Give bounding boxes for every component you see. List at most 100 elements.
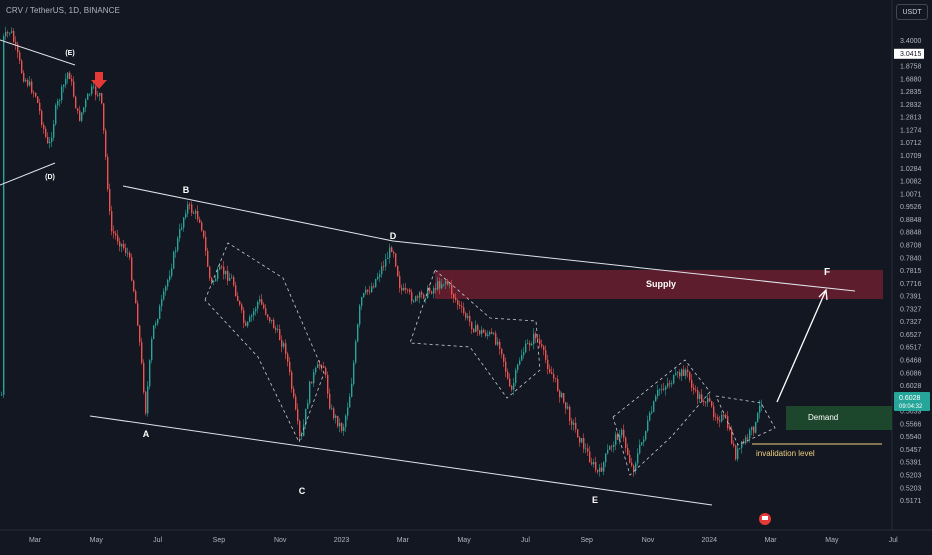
price-axis-tick: 0.7716 bbox=[900, 281, 922, 288]
candle-body bbox=[135, 291, 137, 304]
candle-body bbox=[67, 72, 69, 79]
candle-body bbox=[533, 333, 535, 345]
candle-body bbox=[169, 275, 171, 280]
upper-channel-line[interactable] bbox=[122, 185, 856, 292]
candle-body bbox=[557, 379, 559, 391]
candle-body bbox=[15, 41, 17, 45]
projection-arrow-line[interactable] bbox=[776, 289, 827, 403]
candle-body bbox=[221, 266, 223, 268]
red-down-arrow-icon[interactable] bbox=[91, 72, 107, 89]
supply-zone[interactable] bbox=[435, 270, 883, 299]
candle-body bbox=[733, 443, 735, 446]
candle-body bbox=[529, 343, 531, 346]
candle-body bbox=[683, 369, 685, 376]
candle-body bbox=[563, 393, 565, 403]
lower-channel-line[interactable] bbox=[89, 415, 713, 506]
candle-body bbox=[87, 93, 89, 100]
old-upper-trendline[interactable] bbox=[0, 39, 76, 66]
price-axis-tick: 0.5540 bbox=[900, 434, 922, 441]
candle-body bbox=[239, 301, 241, 305]
symbol-title[interactable]: CRV / TetherUS, 1D, BINANCE bbox=[6, 6, 120, 15]
candle-body bbox=[459, 304, 461, 306]
wave-label-c: C bbox=[299, 486, 306, 496]
candle-body bbox=[747, 437, 749, 439]
candle-body bbox=[217, 269, 219, 280]
candle-body bbox=[741, 441, 743, 448]
time-axis-tick: May bbox=[825, 537, 839, 544]
candle-body bbox=[627, 447, 629, 455]
currency-selector[interactable]: USDT bbox=[896, 4, 928, 20]
candle-body bbox=[535, 333, 537, 339]
candle-body bbox=[17, 44, 19, 53]
price-axis-tick: 0.5639 bbox=[900, 409, 922, 416]
candle-body bbox=[167, 279, 169, 287]
candle-body bbox=[499, 341, 501, 349]
candle-body bbox=[19, 52, 21, 61]
old-lower-trendline[interactable] bbox=[0, 162, 56, 186]
wave-label-a: A bbox=[143, 429, 150, 439]
price-axis-tick: 0.7327 bbox=[900, 306, 922, 313]
candle-body bbox=[665, 386, 667, 390]
candle-body bbox=[143, 362, 145, 392]
candle-body bbox=[407, 289, 409, 291]
candle-body bbox=[479, 330, 481, 334]
price-axis-tick: 0.7327 bbox=[900, 319, 922, 326]
time-axis-tick: Jul bbox=[153, 537, 162, 544]
time-axis-tick: Jul bbox=[889, 537, 898, 544]
candle-body bbox=[145, 391, 147, 414]
candle-body bbox=[187, 204, 189, 214]
candle-body bbox=[373, 286, 375, 288]
candle-body bbox=[639, 444, 641, 454]
price-axis-tick: 0.6086 bbox=[900, 370, 922, 377]
candle-body bbox=[151, 338, 153, 361]
candle-body bbox=[273, 319, 275, 329]
candle-body bbox=[1, 394, 3, 396]
candle-body bbox=[289, 361, 291, 373]
candle-body bbox=[565, 402, 567, 409]
candle-body bbox=[375, 279, 377, 288]
candle-body bbox=[433, 288, 435, 294]
candle-body bbox=[569, 406, 571, 421]
current-price-tag[interactable] bbox=[894, 392, 930, 411]
candle-body bbox=[355, 341, 357, 363]
candle-body bbox=[13, 31, 15, 42]
candle-body bbox=[359, 305, 361, 325]
candle-body bbox=[309, 381, 311, 404]
candle-body bbox=[523, 352, 525, 356]
candle-body bbox=[485, 332, 487, 337]
candle-body bbox=[585, 448, 587, 450]
candle-body bbox=[609, 446, 611, 450]
candle-body bbox=[467, 316, 469, 318]
candle-body bbox=[567, 406, 569, 409]
candle-body bbox=[455, 297, 457, 301]
candle-body bbox=[129, 252, 131, 258]
candle-body bbox=[493, 333, 495, 335]
candle-body bbox=[33, 92, 35, 94]
price-axis-tick: 0.7391 bbox=[900, 294, 922, 301]
candle-body bbox=[45, 128, 47, 137]
candle-body bbox=[403, 287, 405, 291]
candle-body bbox=[531, 344, 533, 346]
demand-zone[interactable] bbox=[786, 406, 892, 430]
candle-body bbox=[489, 332, 491, 335]
candle-body bbox=[445, 280, 447, 284]
wave-label-old-e: (E) bbox=[65, 50, 74, 57]
candle-body bbox=[57, 100, 59, 106]
price-axis-panel[interactable] bbox=[892, 0, 932, 530]
candle-body bbox=[353, 362, 355, 384]
candle-body bbox=[55, 105, 57, 124]
candle-body bbox=[117, 235, 119, 242]
candle-body bbox=[257, 301, 259, 309]
time-axis-tick: Nov bbox=[642, 537, 655, 544]
candle-body bbox=[277, 329, 279, 330]
price-axis-tick: 1.0071 bbox=[900, 191, 922, 198]
projection-arrowhead-icon bbox=[818, 288, 828, 301]
candle-body bbox=[471, 321, 473, 329]
candle-body bbox=[397, 266, 399, 277]
candle-body bbox=[381, 266, 383, 275]
candle-body bbox=[91, 86, 93, 94]
candle-body bbox=[349, 396, 351, 408]
candle-body bbox=[641, 442, 643, 445]
